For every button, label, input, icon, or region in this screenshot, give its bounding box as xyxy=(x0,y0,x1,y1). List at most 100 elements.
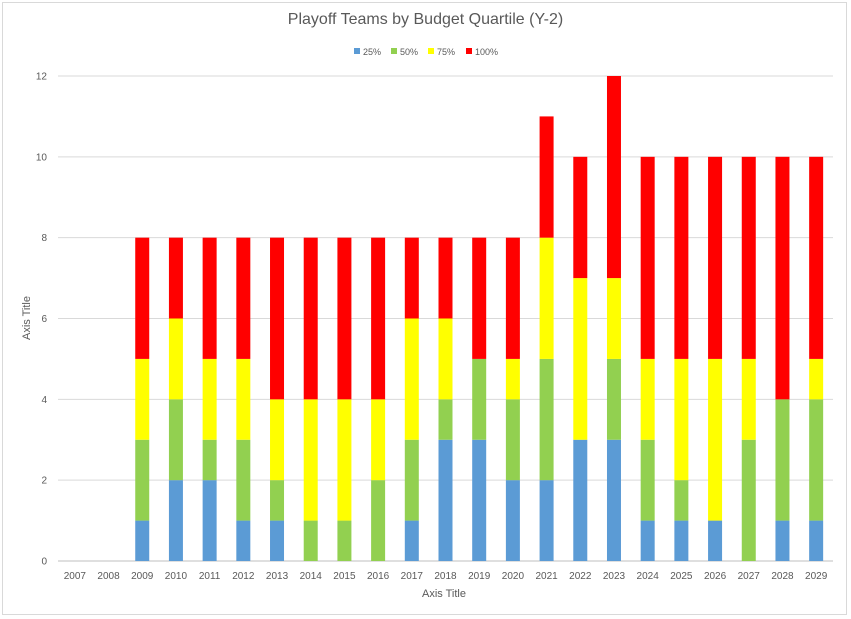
bar-segment xyxy=(809,358,824,400)
x-tick-label: 2012 xyxy=(232,571,255,582)
x-tick-label: 2010 xyxy=(165,571,188,582)
x-tick-label: 2020 xyxy=(502,571,525,582)
bar-segment xyxy=(708,156,723,359)
bar-segment xyxy=(270,399,285,481)
bar-segment xyxy=(539,237,554,359)
bar-segment xyxy=(708,520,723,561)
x-tick-label: 2011 xyxy=(199,571,221,582)
bar-segment xyxy=(337,399,352,521)
bar-segment xyxy=(775,156,790,400)
legend-label: 75% xyxy=(437,47,455,57)
bar-segment xyxy=(236,237,251,359)
bar-segment xyxy=(202,480,217,561)
legend-label: 100% xyxy=(475,47,498,57)
y-tick-label: 12 xyxy=(36,72,48,83)
bar-segment xyxy=(775,399,790,521)
bar-segment xyxy=(505,399,520,481)
bar-segment xyxy=(741,439,756,561)
bar-segment xyxy=(202,237,217,359)
x-tick-label: 2021 xyxy=(535,571,558,582)
legend: 25% 50% 75% 100% xyxy=(354,47,498,57)
x-tick-label: 2009 xyxy=(131,571,154,582)
legend-label: 50% xyxy=(400,47,418,57)
bar-segment xyxy=(809,156,824,359)
x-tick-label: 2023 xyxy=(603,571,626,582)
bar-segment xyxy=(606,358,621,440)
y-tick-label: 6 xyxy=(41,314,47,325)
x-tick-label: 2028 xyxy=(771,571,794,582)
bar-segment xyxy=(438,318,453,400)
bar-segment xyxy=(573,156,588,279)
bar-segment xyxy=(303,520,318,561)
bar-segment xyxy=(708,358,723,521)
x-tick-label: 2025 xyxy=(670,571,693,582)
bar-segment xyxy=(472,358,487,440)
bar-segment xyxy=(236,439,251,521)
bar-segment xyxy=(438,439,453,561)
bar-segment xyxy=(404,520,419,561)
bar-segment xyxy=(438,399,453,440)
y-axis-title: Axis Title xyxy=(21,296,33,340)
legend-swatch xyxy=(354,48,360,54)
y-tick-label: 8 xyxy=(41,233,47,244)
x-tick-label: 2014 xyxy=(300,571,323,582)
bar-segment xyxy=(303,237,318,400)
bar-segment xyxy=(371,480,386,561)
bar-segment xyxy=(438,237,453,319)
bar-segment xyxy=(539,358,554,481)
bar-segment xyxy=(270,520,285,561)
y-tick-label: 10 xyxy=(36,152,48,163)
x-tick-label: 2022 xyxy=(569,571,592,582)
bar-segment xyxy=(371,237,386,400)
bars xyxy=(135,76,824,561)
bar-segment xyxy=(809,520,824,561)
bar-segment xyxy=(741,358,756,440)
y-tick-label: 4 xyxy=(41,395,47,406)
x-tick-label: 2015 xyxy=(333,571,356,582)
bar-segment xyxy=(270,480,285,521)
chart-title: Playoff Teams by Budget Quartile (Y-2) xyxy=(287,11,564,28)
x-tick-label: 2026 xyxy=(704,571,727,582)
x-tick-label: 2018 xyxy=(434,571,457,582)
bar-segment xyxy=(606,278,621,359)
x-tick-label: 2029 xyxy=(805,571,828,582)
bar-segment xyxy=(371,399,386,481)
bar-segment xyxy=(606,76,621,279)
bar-segment xyxy=(505,480,520,561)
x-tick-label: 2016 xyxy=(367,571,390,582)
bar-segment xyxy=(573,278,588,440)
bar-segment xyxy=(809,399,824,521)
x-tick-label: 2024 xyxy=(637,571,660,582)
legend-swatch xyxy=(466,48,472,54)
bar-segment xyxy=(168,318,183,400)
y-tick-label: 2 xyxy=(41,476,47,487)
bar-segment xyxy=(674,358,689,481)
x-axis-ticks: 2007 2008 2009 2010 2011 2012 2013 2014 2015 2016… xyxy=(64,571,828,582)
bar-segment xyxy=(404,318,419,440)
bar-segment xyxy=(337,520,352,561)
bar-segment xyxy=(472,237,487,359)
bar-segment xyxy=(640,520,655,561)
bar-segment xyxy=(168,237,183,319)
bar-segment xyxy=(539,116,554,238)
bar-segment xyxy=(472,439,487,561)
bar-segment xyxy=(168,480,183,561)
legend-swatch xyxy=(428,48,434,54)
bar-segment xyxy=(236,520,251,561)
x-tick-label: 2017 xyxy=(401,571,424,582)
bar-segment xyxy=(135,237,150,359)
bar-segment xyxy=(505,237,520,359)
x-tick-label: 2008 xyxy=(97,571,120,582)
y-tick-label: 0 xyxy=(41,557,47,568)
bar-segment xyxy=(674,480,689,521)
bar-segment xyxy=(270,237,285,400)
bar-segment xyxy=(674,156,689,359)
x-axis-title: Axis Title xyxy=(422,588,466,600)
bar-segment xyxy=(404,439,419,521)
bar-segment xyxy=(674,520,689,561)
bar-segment xyxy=(640,439,655,521)
bar-segment xyxy=(404,237,419,319)
bar-segment xyxy=(741,156,756,359)
x-tick-label: 2013 xyxy=(266,571,289,582)
